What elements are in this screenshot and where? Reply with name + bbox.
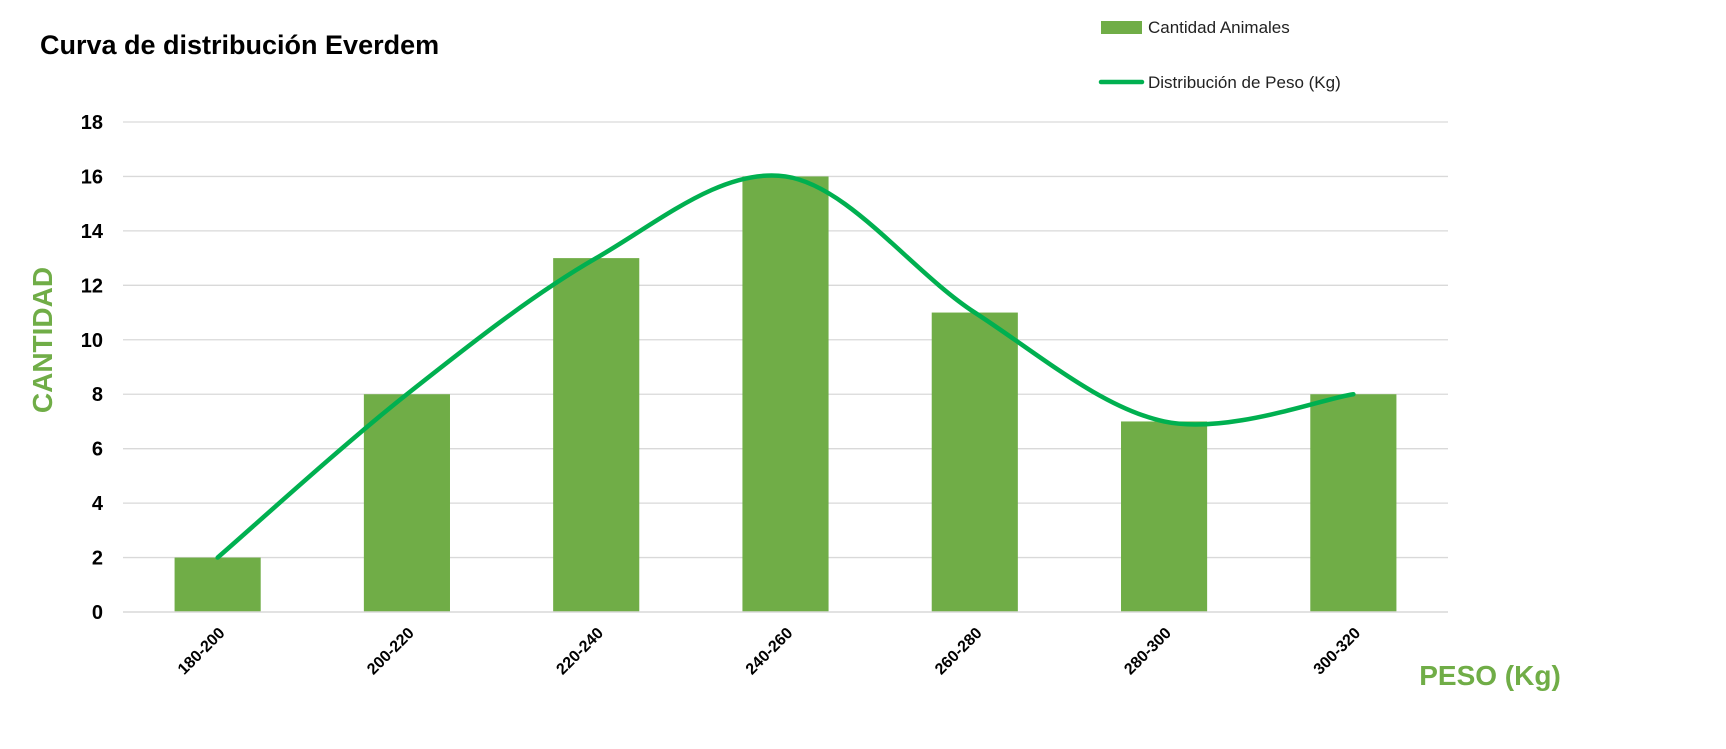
y-axis-label: CANTIDAD — [27, 267, 58, 413]
y-tick-label: 4 — [92, 493, 104, 515]
bar — [931, 312, 1018, 612]
distribution-line — [215, 173, 1356, 560]
x-tick-label: 280-300 — [1121, 625, 1175, 679]
y-tick-label: 16 — [81, 166, 103, 188]
y-tick-label: 14 — [81, 221, 104, 243]
bar-series — [174, 176, 1397, 612]
x-tick-label: 260-280 — [932, 625, 986, 679]
bar — [1310, 394, 1397, 612]
x-axis-ticks: 180-200 200-220 220-240 240-260 260-280 280-3… — [175, 625, 1364, 679]
y-tick-label: 12 — [81, 275, 103, 297]
bar — [174, 557, 261, 612]
chart-title: Curva de distribución Everdem — [40, 30, 439, 60]
y-tick-label: 6 — [92, 439, 103, 461]
y-tick-label: 18 — [81, 112, 103, 134]
y-tick-label: 2 — [92, 548, 103, 570]
x-tick-label: 240-260 — [743, 625, 797, 679]
legend-bar-label: Cantidad Animales — [1148, 18, 1290, 37]
y-axis-ticks: 0 2 4 6 8 10 12 14 16 18 — [81, 112, 104, 624]
legend-line-label: Distribución de Peso (Kg) — [1148, 73, 1341, 92]
line-series — [215, 173, 1356, 560]
bar — [553, 258, 640, 612]
legend-bar-swatch — [1101, 21, 1142, 34]
bar — [363, 394, 450, 612]
y-tick-label: 10 — [81, 330, 103, 352]
x-axis-label: PESO (Kg) — [1419, 660, 1561, 691]
legend: Cantidad Animales Distribución de Peso (… — [1098, 18, 1341, 92]
x-tick-label: 220-240 — [554, 625, 608, 679]
bar — [742, 176, 829, 612]
y-tick-label: 0 — [92, 602, 103, 624]
y-tick-label: 8 — [92, 384, 103, 406]
bar — [1121, 421, 1208, 612]
x-tick-label: 300-320 — [1311, 625, 1365, 679]
x-tick-label: 200-220 — [364, 625, 418, 679]
x-tick-label: 180-200 — [175, 625, 229, 679]
